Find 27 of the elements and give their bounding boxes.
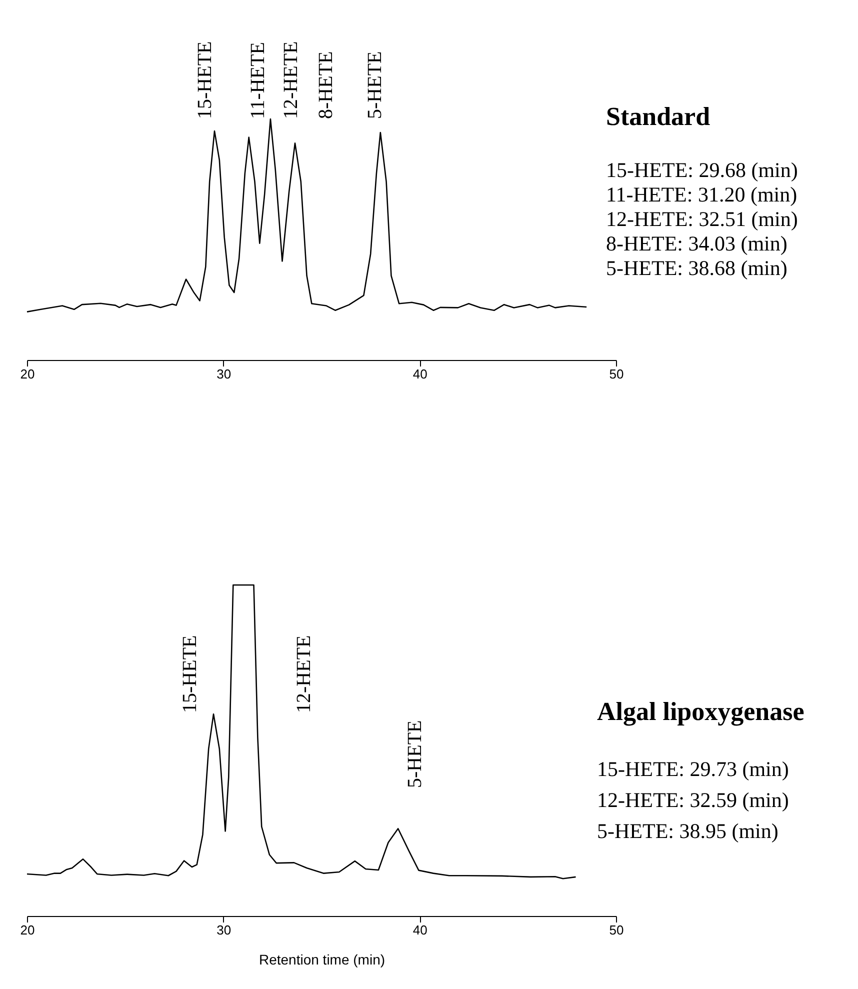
x-tick-label: 40: [412, 922, 428, 938]
annotation: 12-HETE: 32.59 (min): [597, 788, 789, 812]
annotation: 15-HETE: 29.73 (min): [597, 757, 789, 781]
chart-title: Standard: [606, 102, 711, 131]
x-tick-label: 50: [609, 366, 624, 382]
x-axis-title: Retention time (min): [258, 952, 386, 968]
annotation: 5-HETE: [364, 51, 386, 119]
x-tick-label: 30: [216, 922, 232, 938]
annotation: 12-HETE: [293, 635, 315, 713]
annotation: 5-HETE: 38.68 (min): [606, 256, 788, 280]
annotation: 12-HETE: 32.51 (min): [606, 207, 798, 231]
annotation: 8-HETE: 34.03 (min): [606, 232, 788, 256]
annotation: 15-HETE: 29.68 (min): [606, 158, 798, 182]
annotation: 15-HETE: [194, 41, 216, 119]
x-tick-label: 30: [216, 366, 232, 382]
x-tick-label: 20: [20, 366, 35, 382]
x-tick-label: 50: [609, 922, 624, 938]
x-tick-label: 40: [412, 366, 428, 382]
annotation: 15-HETE: [179, 635, 201, 713]
annotation: 11-HETE: [247, 42, 269, 119]
annotation: 5-HETE: 38.95 (min): [597, 819, 778, 843]
annotation: 11-HETE: 31.20 (min): [606, 182, 798, 206]
annotation: 12-HETE: [280, 41, 302, 119]
text: Algal lipoxygenase: [597, 697, 804, 726]
annotation: 5-HETE: [404, 720, 426, 788]
x-tick-label: 20: [20, 922, 35, 938]
annotation: 8-HETE: [315, 51, 337, 119]
